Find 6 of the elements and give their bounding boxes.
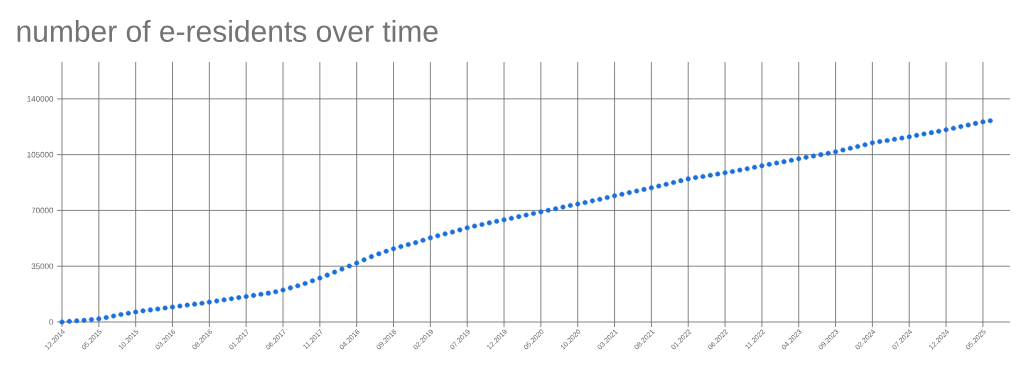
y-tick-label: 0 (49, 319, 54, 325)
y-tick-label: 35000 (31, 263, 54, 270)
y-tick-label: 140000 (27, 96, 54, 102)
y-tick-label: 70000 (31, 207, 54, 214)
chart-title: number of e-residents over time (17, 19, 438, 43)
y-tick-label: 105000 (27, 151, 54, 158)
